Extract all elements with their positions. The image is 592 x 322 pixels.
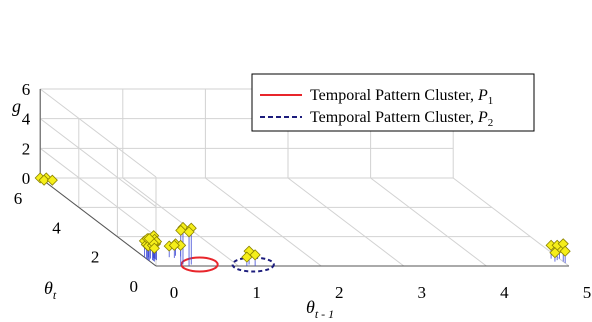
x-tick-label: 0	[170, 283, 179, 302]
data-point	[549, 247, 561, 259]
z-axis-label: g	[12, 96, 21, 116]
data-marks	[34, 172, 571, 273]
y-axis-label: θt	[44, 278, 57, 302]
data-point	[46, 174, 58, 186]
data-point	[148, 242, 160, 254]
x-tick-label: 5	[583, 283, 592, 302]
z-tick-label: 2	[22, 139, 31, 158]
legend: Temporal Pattern Cluster, P1 Temporal Pa…	[251, 73, 535, 132]
data-point	[559, 245, 571, 257]
data-point	[38, 174, 50, 186]
y-tick-label: 4	[52, 218, 61, 237]
z-tick-label: 4	[22, 110, 31, 129]
floor-gridline-x	[287, 177, 405, 267]
z-tick-label: 0	[22, 169, 31, 188]
cluster-ellipse-p2	[231, 256, 275, 273]
x-tick-label: 3	[418, 283, 427, 302]
floor-gridline-x	[370, 177, 487, 267]
data-point	[175, 224, 187, 236]
y-tick-label: 0	[130, 277, 139, 296]
legend-entry-p2: Temporal Pattern Cluster, P2	[310, 109, 493, 129]
side-wall-gridline-z	[39, 147, 157, 237]
x-axis-label: θt - 1	[306, 297, 334, 321]
data-point	[249, 249, 261, 261]
x-tick-label: 2	[335, 283, 344, 302]
legend-box	[251, 73, 535, 132]
floor-gridline-x	[122, 177, 239, 267]
side-wall-gridline-z	[39, 88, 157, 178]
x-tick-label: 4	[500, 283, 509, 302]
floor-gridline-x	[205, 177, 322, 267]
side-wall-gridline-z	[39, 118, 157, 208]
cluster-ellipse-p1	[180, 256, 219, 273]
data-point	[183, 226, 195, 238]
z-tick-label: 6	[22, 80, 31, 99]
data-point	[168, 239, 180, 251]
x-tick-label: 1	[252, 283, 261, 302]
y-tick-label: 6	[14, 189, 23, 208]
legend-entry-p1: Temporal Pattern Cluster, P1	[310, 87, 493, 107]
y-axis-line	[39, 177, 157, 267]
data-point	[143, 233, 155, 245]
y-tick-label: 2	[91, 248, 100, 267]
floor-gridline-x	[452, 177, 570, 267]
